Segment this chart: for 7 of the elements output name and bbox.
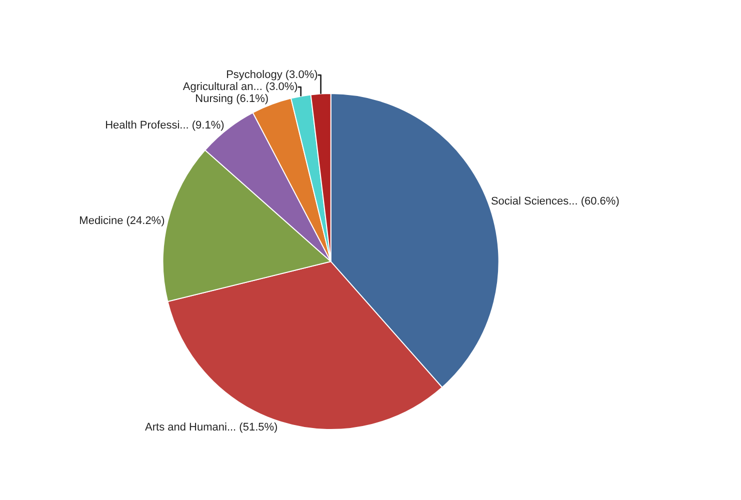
slice-label: Psychology (3.0%) (226, 69, 318, 82)
slice-label: Nursing (6.1%) (195, 93, 268, 106)
slice-label: Social Sciences... (60.6%) (490, 195, 620, 208)
slice-label: Medicine (24.2%) (79, 214, 165, 227)
slice-label: Arts and Humani... (51.5%) (145, 421, 278, 434)
slice-label: Health Professi... (9.1%) (105, 120, 224, 132)
slice-label: Agricultural an... (3.0%) (182, 81, 298, 94)
